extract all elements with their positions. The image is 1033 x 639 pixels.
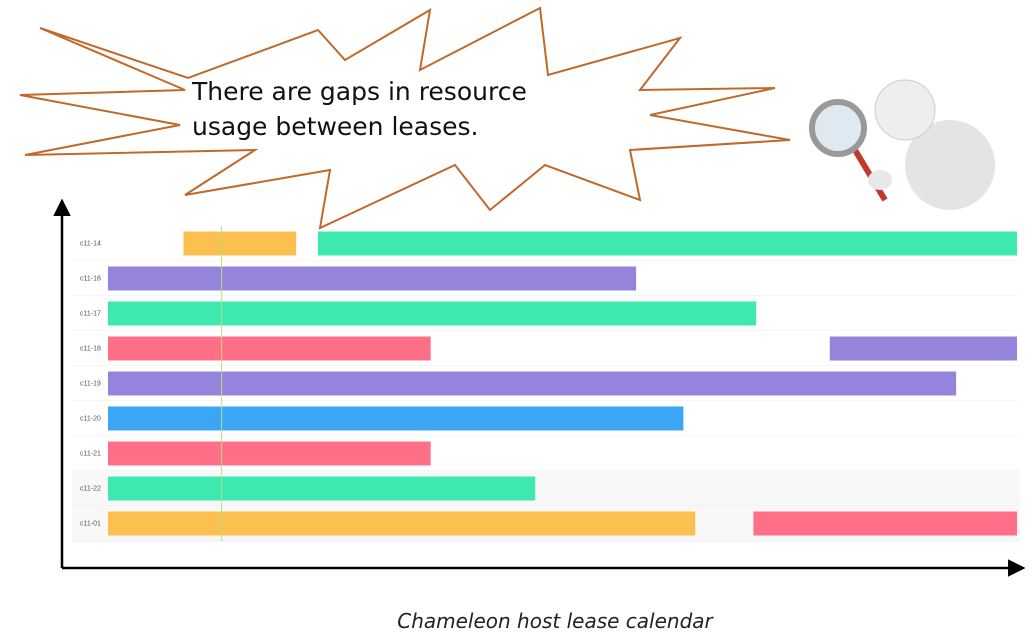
row-label: c11-19 — [80, 380, 101, 387]
lease-bar — [108, 302, 756, 326]
row-label: c11-21 — [80, 450, 101, 457]
lease-bar — [753, 512, 1017, 536]
lease-bar — [108, 407, 683, 431]
inspector-figure — [812, 80, 995, 210]
callout-line: usage between leases. — [192, 112, 478, 141]
row-label: c11-20 — [80, 415, 101, 422]
lease-calendar: c11-14 c11-16 c11-17 c11-18 c11-19 c11-20 c11-… — [72, 226, 1020, 541]
caption: Chameleon host lease calendar — [397, 609, 714, 633]
row-label: c11-18 — [80, 345, 101, 352]
lease-bar — [108, 267, 636, 291]
lease-bar — [108, 477, 535, 501]
lease-bar — [318, 232, 1017, 256]
row-label: c11-01 — [80, 520, 101, 527]
row-label: c11-14 — [80, 240, 101, 247]
row-label: c11-16 — [80, 275, 101, 282]
callout-line: There are gaps in resource — [191, 77, 527, 106]
row-label: c11-17 — [80, 310, 101, 317]
row-label: c11-22 — [80, 485, 101, 492]
lease-bar — [108, 372, 956, 396]
slide: c11-14 c11-16 c11-17 c11-18 c11-19 c11-20 c11-… — [0, 0, 1033, 639]
lease-bar — [108, 512, 695, 536]
lease-bar — [183, 232, 296, 256]
lease-bar — [830, 337, 1017, 361]
lease-bar — [108, 442, 431, 466]
lease-bar — [108, 337, 431, 361]
